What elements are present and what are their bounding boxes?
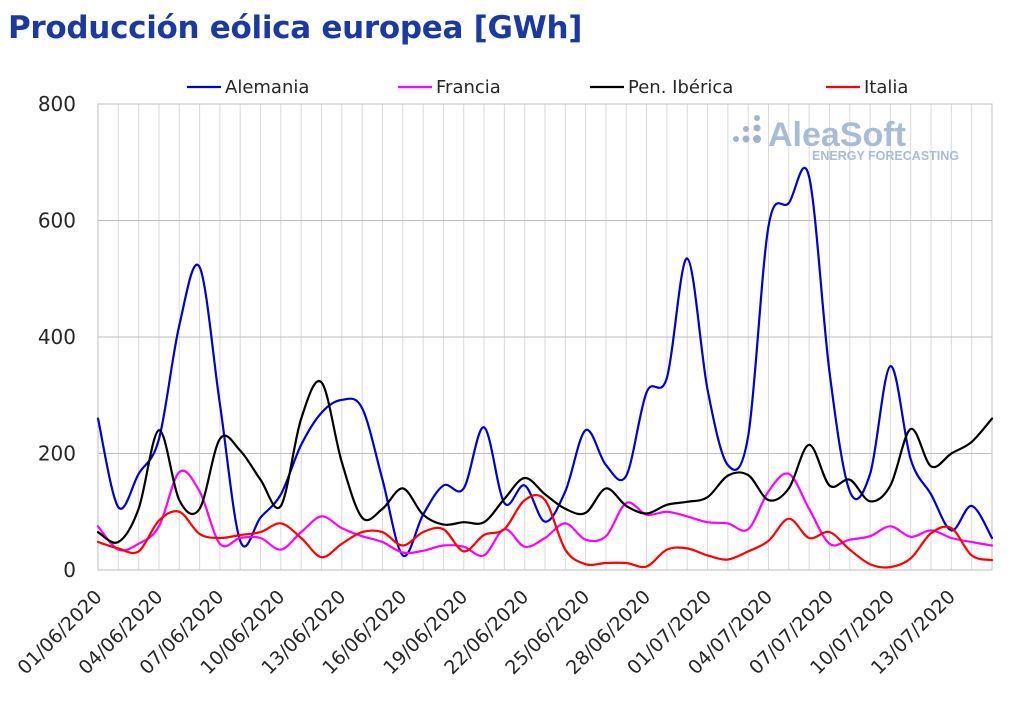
- aleasoft-logo: AleaSoft ENERGY FORECASTING: [733, 115, 959, 163]
- y-tick-label: 400: [38, 325, 76, 349]
- logo-dots: [733, 115, 761, 143]
- series-lines: [96, 166, 994, 569]
- logo-text: AleaSoft: [768, 116, 906, 154]
- legend-label-francia: Francia: [436, 77, 501, 98]
- legend-label-alemania: Alemania: [225, 77, 309, 98]
- legend: Alemania Francia Pen. Ibérica Italia: [187, 77, 908, 98]
- y-axis-tick-labels: 0 200 400 600 800: [38, 92, 76, 582]
- legend-label-pen-ib-rica: Pen. Ibérica: [628, 77, 733, 98]
- plot-frame: [97, 103, 993, 571]
- logo-subtext: ENERGY FORECASTING: [812, 149, 959, 163]
- chart-title: Producción eólica europea [GWh]: [8, 10, 583, 46]
- y-tick-label: 0: [63, 558, 76, 582]
- y-tick-label: 800: [38, 92, 76, 116]
- x-axis-tick-labels: 01/06/202004/06/202007/06/202010/06/2020…: [14, 586, 960, 679]
- y-tick-label: 600: [38, 209, 76, 233]
- y-tick-label: 200: [38, 442, 76, 466]
- series-line-italia: [96, 494, 994, 569]
- legend-label-italia: Italia: [864, 77, 908, 98]
- series-line-francia: [96, 469, 994, 558]
- series-line-pen-ib-rica: [96, 379, 994, 544]
